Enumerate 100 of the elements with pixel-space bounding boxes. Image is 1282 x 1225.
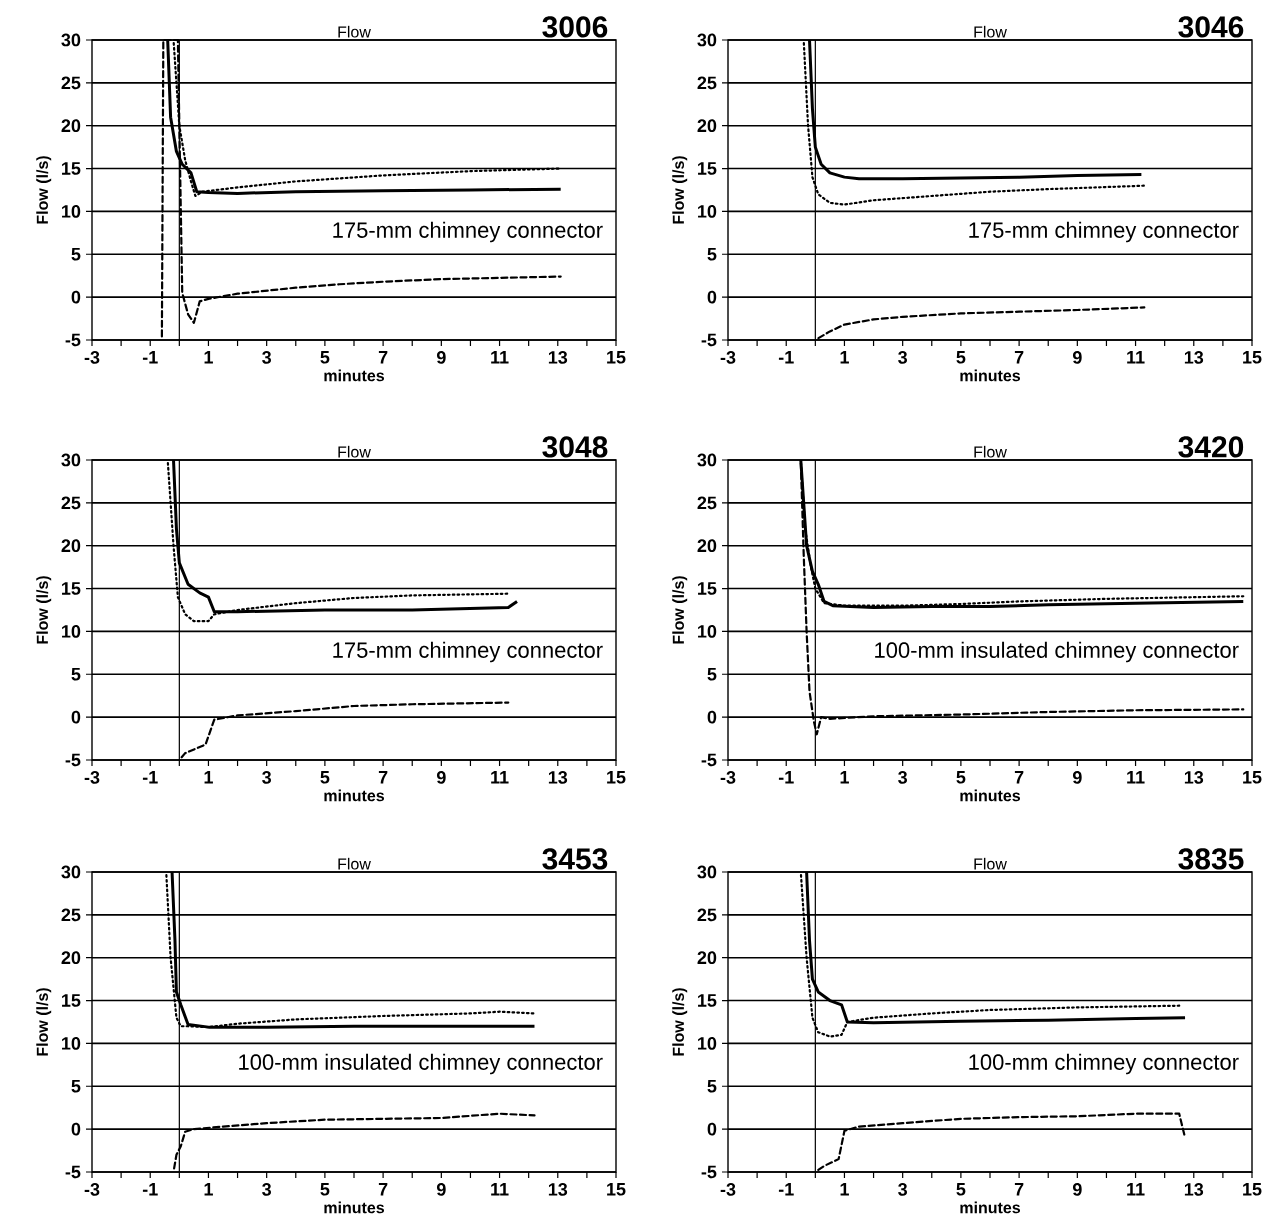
y-tick-label: 25	[697, 496, 717, 510]
y-tick-label: 30	[697, 33, 717, 47]
y-tick-label: 10	[698, 1037, 717, 1050]
x-tick-label: 9	[436, 1183, 446, 1196]
x-tick-label: -1	[142, 1183, 158, 1196]
x-tick-label: 11	[1127, 1183, 1145, 1196]
y-tick-label: -5	[65, 1165, 81, 1179]
chart-subtitle: 3046	[1178, 16, 1244, 38]
y-tick-label: 5	[71, 667, 81, 681]
y-tick-label: 5	[71, 247, 81, 261]
y-tick-label: 10	[62, 625, 81, 638]
x-tick-label: -3	[84, 351, 100, 364]
x-tick-label: 5	[320, 771, 330, 784]
x-tick-label: 7	[1014, 1183, 1024, 1196]
x-tick-label: 11	[491, 771, 509, 784]
x-axis-title: minutes	[960, 1201, 1021, 1214]
x-tick-label: 7	[378, 1183, 388, 1196]
x-tick-label: 5	[956, 351, 966, 364]
x-tick-label: -1	[778, 1183, 794, 1196]
chart-subtitle: 3006	[542, 16, 608, 38]
chart-subtitle: 3048	[542, 436, 608, 458]
y-tick-label: 0	[71, 1122, 81, 1136]
x-tick-label: 11	[491, 1183, 509, 1196]
y-tick-label: 15	[698, 994, 717, 1007]
x-tick-label: 13	[1184, 351, 1204, 364]
y-tick-label: -5	[65, 333, 81, 347]
x-tick-label: 7	[378, 351, 388, 364]
chart-subtitle: 3420	[1178, 436, 1244, 458]
y-tick-label: 10	[62, 205, 81, 218]
y-tick-label: 25	[61, 908, 81, 922]
x-tick-label: 9	[436, 771, 446, 784]
y-axis-title: Flow (l/s)	[672, 156, 688, 224]
y-tick-label: 15	[62, 162, 81, 175]
x-tick-label: 9	[436, 351, 446, 364]
x-tick-label: 3	[262, 351, 272, 364]
x-tick-label: 13	[1184, 771, 1204, 784]
x-tick-label: 9	[1072, 771, 1082, 784]
y-tick-label: 0	[71, 290, 81, 304]
x-tick-label: 1	[840, 351, 849, 364]
x-axis-title: minutes	[960, 369, 1021, 382]
y-tick-label: 20	[697, 539, 717, 553]
y-tick-label: 5	[707, 1079, 717, 1093]
y-tick-label: 5	[707, 667, 717, 681]
x-tick-label: 13	[548, 771, 568, 784]
x-tick-label: 11	[1127, 351, 1145, 364]
x-tick-label: 7	[378, 771, 388, 784]
y-tick-label: 20	[697, 119, 717, 133]
x-tick-label: 5	[956, 771, 966, 784]
x-tick-label: -3	[720, 1183, 736, 1196]
y-tick-label: 0	[707, 290, 717, 304]
chart-subtitle: 3453	[542, 848, 608, 870]
x-tick-label: 7	[1014, 771, 1024, 784]
y-tick-label: 20	[61, 119, 81, 133]
chart-title: Flow	[338, 25, 371, 38]
y-tick-label: 25	[697, 908, 717, 922]
y-axis-title: Flow (l/s)	[36, 156, 52, 224]
x-tick-label: -3	[84, 1183, 100, 1196]
y-tick-label: -5	[701, 333, 717, 347]
x-axis-title: minutes	[324, 1201, 385, 1214]
y-tick-label: 10	[62, 1037, 81, 1050]
x-tick-label: -3	[84, 771, 100, 784]
x-tick-label: 9	[1072, 1183, 1082, 1196]
y-axis-title: Flow (l/s)	[672, 988, 688, 1056]
x-tick-label: 5	[956, 1183, 966, 1196]
y-axis-title: Flow (l/s)	[36, 576, 52, 644]
y-tick-label: 15	[698, 582, 717, 595]
x-tick-label: 15	[607, 771, 626, 784]
y-tick-label: 25	[61, 76, 81, 90]
annotation: 100-mm chimney connector	[969, 1053, 1239, 1075]
y-tick-label: 30	[61, 453, 81, 467]
x-tick-label: 15	[1243, 1183, 1262, 1196]
x-tick-label: 5	[320, 351, 330, 364]
y-tick-label: 15	[62, 994, 81, 1007]
x-tick-label: 15	[607, 351, 626, 364]
x-tick-label: 1	[204, 351, 213, 364]
x-tick-label: 5	[320, 1183, 330, 1196]
y-tick-label: -5	[701, 753, 717, 767]
y-tick-label: 15	[62, 582, 81, 595]
x-tick-label: 1	[840, 1183, 849, 1196]
x-tick-label: -1	[142, 771, 158, 784]
y-tick-label: 10	[698, 625, 717, 638]
chart-title: Flow	[338, 857, 371, 870]
x-tick-label: 15	[1243, 771, 1262, 784]
x-tick-label: 11	[491, 351, 509, 364]
x-tick-label: -3	[720, 771, 736, 784]
y-tick-label: 0	[707, 710, 717, 724]
y-tick-label: 0	[71, 710, 81, 724]
annotation: 100-mm insulated chimney connector	[239, 1053, 603, 1075]
chart-title: Flow	[974, 445, 1007, 458]
y-tick-label: 5	[71, 1079, 81, 1093]
y-tick-label: 20	[61, 539, 81, 553]
y-tick-label: 0	[707, 1122, 717, 1136]
y-tick-label: 5	[707, 247, 717, 261]
annotation: 100-mm insulated chimney connector	[875, 641, 1239, 663]
chart-title: Flow	[974, 25, 1007, 38]
y-tick-label: 30	[61, 865, 81, 879]
y-axis-title: Flow (l/s)	[672, 576, 688, 644]
x-axis-title: minutes	[960, 789, 1021, 802]
x-tick-label: 15	[1243, 351, 1262, 364]
y-tick-label: 30	[61, 33, 81, 47]
